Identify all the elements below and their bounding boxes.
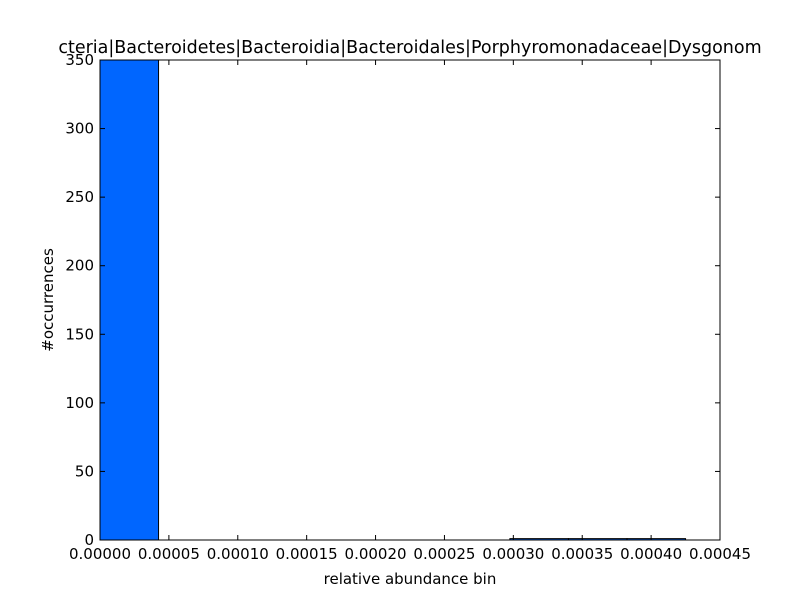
y-tick-label-6: 300 — [65, 120, 94, 138]
y-tick-label-5: 250 — [65, 188, 94, 206]
x-tick-label-1: 0.00005 — [138, 545, 200, 563]
x-tick-label-0: 0.00000 — [69, 545, 131, 563]
x-tick-label-7: 0.00035 — [551, 545, 613, 563]
y-tick-label-0: 0 — [84, 531, 94, 549]
bars-group — [99, 59, 687, 541]
chart-title: cteria|Bacteroidetes|Bacteroidia|Bactero… — [58, 38, 761, 58]
y-tick-label-3: 150 — [65, 325, 94, 343]
x-tick-label-2: 0.00010 — [207, 545, 269, 563]
y-axis: 0 50 100 150 200 250 300 350 — [65, 51, 720, 549]
y-tick-label-1: 50 — [75, 462, 94, 480]
x-tick-label-8: 0.00040 — [620, 545, 682, 563]
plot-frame — [99, 59, 721, 541]
y-tick-label-7: 350 — [65, 51, 94, 69]
x-tick-label-9: 0.00045 — [689, 545, 751, 563]
y-tick-label-4: 200 — [65, 257, 94, 275]
y-tick-label-2: 100 — [65, 394, 94, 412]
x-tick-label-6: 0.00030 — [482, 545, 544, 563]
y-axis-label: #occurrences — [39, 248, 57, 352]
x-axis-label: relative abundance bin — [324, 570, 497, 588]
x-tick-label-3: 0.00015 — [276, 545, 338, 563]
histogram-bar-0 — [99, 59, 160, 541]
x-tick-label-5: 0.00025 — [413, 545, 475, 563]
x-axis: 0.00000 0.00005 0.00010 0.00015 0.00020 0.000… — [69, 60, 751, 563]
x-tick-label-4: 0.00020 — [345, 545, 407, 563]
